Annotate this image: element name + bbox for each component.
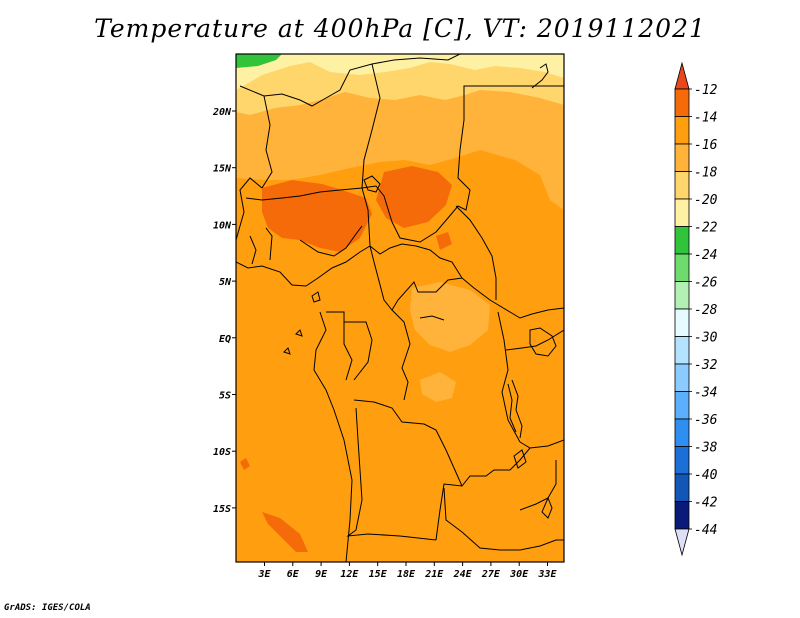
colorbar-label: -28: [694, 303, 718, 318]
colorbar-swatch: [674, 501, 690, 530]
band-minus18-north: [236, 54, 564, 115]
grads-credit: GrADS: IGES/COLA: [4, 603, 91, 613]
colorbar-swatch: [674, 253, 690, 282]
colorbar-label: -34: [694, 386, 717, 401]
colorbar-swatch: [674, 198, 690, 227]
lat-tick-label: 10N: [213, 220, 232, 231]
colorbar-label: -32: [694, 358, 718, 373]
band-minus14-south: [436, 232, 452, 250]
lat-tick-label: EQ: [219, 334, 231, 345]
colorbar-bottom-triangle: [674, 528, 690, 557]
lon-tick-label: 12E: [340, 569, 359, 580]
colorbar-label: -38: [694, 441, 718, 456]
band-minus16-patch: [420, 372, 456, 402]
country-borders: [236, 54, 564, 562]
lon-tick-label: 24E: [453, 569, 473, 580]
temperature-field: [236, 54, 564, 562]
colorbar-label: -44: [694, 523, 717, 538]
colorbar-label: -42: [694, 496, 718, 511]
band-minus14-east: [376, 166, 452, 228]
colorbar-swatch: [674, 88, 690, 117]
lon-tick-label: 33E: [537, 569, 557, 580]
lon-tick-label: 3E: [257, 569, 271, 580]
colorbar-label: -14: [694, 111, 717, 126]
colorbar-swatch: [674, 143, 690, 172]
lat-tick-label: 5N: [219, 277, 232, 288]
colorbar-swatch: [674, 281, 690, 310]
lon-tick-label: 18E: [397, 569, 416, 580]
band-minus14-southwest: [262, 512, 308, 552]
colorbar-swatch: [674, 446, 690, 475]
longitude-axis: 3E 6E 9E 12E 15E 18E 21E 24E 27E 30E 33E: [257, 562, 558, 580]
colorbar-swatch: [674, 308, 690, 337]
latitude-axis: 20N 15N 10N 5N EQ 5S 10S 15S: [212, 107, 236, 515]
colorbar-label: -18: [694, 166, 718, 181]
band-minus24-corner: [236, 54, 282, 68]
colorbar-swatch: [674, 116, 690, 145]
map-title: Temperature at 400hPa [C], VT: 201911202…: [94, 14, 706, 43]
colorbar-swatch: [674, 226, 690, 255]
colorbar-label: -24: [694, 248, 717, 263]
colorbar-label: -22: [694, 221, 718, 236]
lon-tick-label: 6E: [287, 569, 300, 580]
colorbar-swatch: [674, 363, 690, 392]
lon-tick-label: 27E: [481, 569, 501, 580]
lat-tick-label: 5S: [219, 391, 231, 402]
colorbar-swatch: [674, 336, 690, 365]
colorbar-label: -36: [694, 413, 718, 428]
band-minus20-north: [236, 54, 564, 90]
colorbar: -12 -14 -16 -18 -20 -22 -24 -26 -28 -30 -32 -34 -36 -…: [674, 61, 718, 557]
band-minus14-speck: [240, 458, 250, 470]
lat-tick-label: 15N: [213, 164, 232, 175]
lon-tick-label: 21E: [424, 569, 444, 580]
band-minus16-central: [410, 282, 490, 352]
colorbar-label: -16: [694, 138, 718, 153]
colorbar-swatch: [674, 418, 690, 447]
lat-tick-label: 10S: [213, 447, 231, 458]
colorbar-swatch: [674, 171, 690, 200]
colorbar-label: -20: [694, 193, 718, 208]
colorbar-label: -30: [694, 331, 718, 346]
colorbar-swatch: [674, 473, 690, 502]
lon-tick-label: 9E: [315, 569, 328, 580]
colorbar-label: -26: [694, 276, 718, 291]
band-minus14-west: [262, 180, 372, 252]
map-frame: [235, 53, 565, 563]
colorbar-swatch: [674, 391, 690, 420]
lon-tick-label: 30E: [509, 569, 529, 580]
colorbar-label: -40: [694, 468, 718, 483]
lon-tick-label: 15E: [369, 569, 388, 580]
colorbar-top-triangle: [674, 61, 690, 90]
colorbar-label: -12: [694, 83, 718, 98]
lat-tick-label: 15S: [213, 504, 231, 515]
lat-tick-label: 20N: [212, 107, 232, 118]
